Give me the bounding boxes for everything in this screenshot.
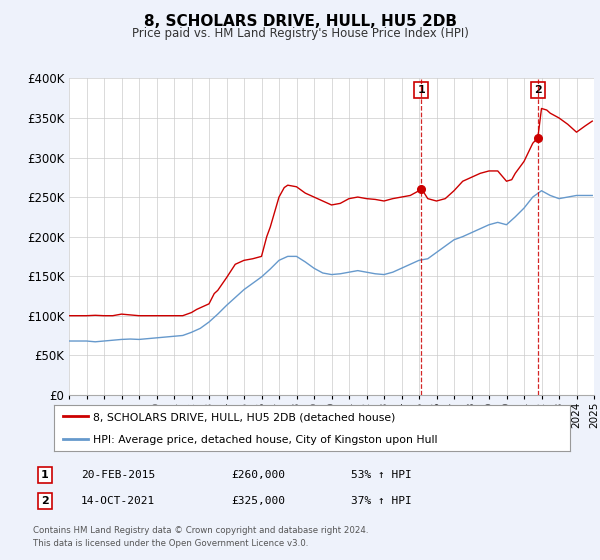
Text: Price paid vs. HM Land Registry's House Price Index (HPI): Price paid vs. HM Land Registry's House … [131, 27, 469, 40]
Text: Contains HM Land Registry data © Crown copyright and database right 2024.: Contains HM Land Registry data © Crown c… [33, 526, 368, 535]
Text: 1: 1 [418, 85, 425, 95]
Text: 1: 1 [41, 470, 49, 480]
Text: 2: 2 [534, 85, 542, 95]
Text: 8, SCHOLARS DRIVE, HULL, HU5 2DB (detached house): 8, SCHOLARS DRIVE, HULL, HU5 2DB (detach… [92, 412, 395, 422]
Text: £325,000: £325,000 [231, 496, 285, 506]
Text: HPI: Average price, detached house, City of Kingston upon Hull: HPI: Average price, detached house, City… [92, 435, 437, 445]
Text: This data is licensed under the Open Government Licence v3.0.: This data is licensed under the Open Gov… [33, 539, 308, 548]
Text: 20-FEB-2015: 20-FEB-2015 [81, 470, 155, 480]
Text: 37% ↑ HPI: 37% ↑ HPI [351, 496, 412, 506]
Text: 53% ↑ HPI: 53% ↑ HPI [351, 470, 412, 480]
Text: 14-OCT-2021: 14-OCT-2021 [81, 496, 155, 506]
Text: £260,000: £260,000 [231, 470, 285, 480]
Text: 2: 2 [41, 496, 49, 506]
Text: 8, SCHOLARS DRIVE, HULL, HU5 2DB: 8, SCHOLARS DRIVE, HULL, HU5 2DB [143, 14, 457, 29]
